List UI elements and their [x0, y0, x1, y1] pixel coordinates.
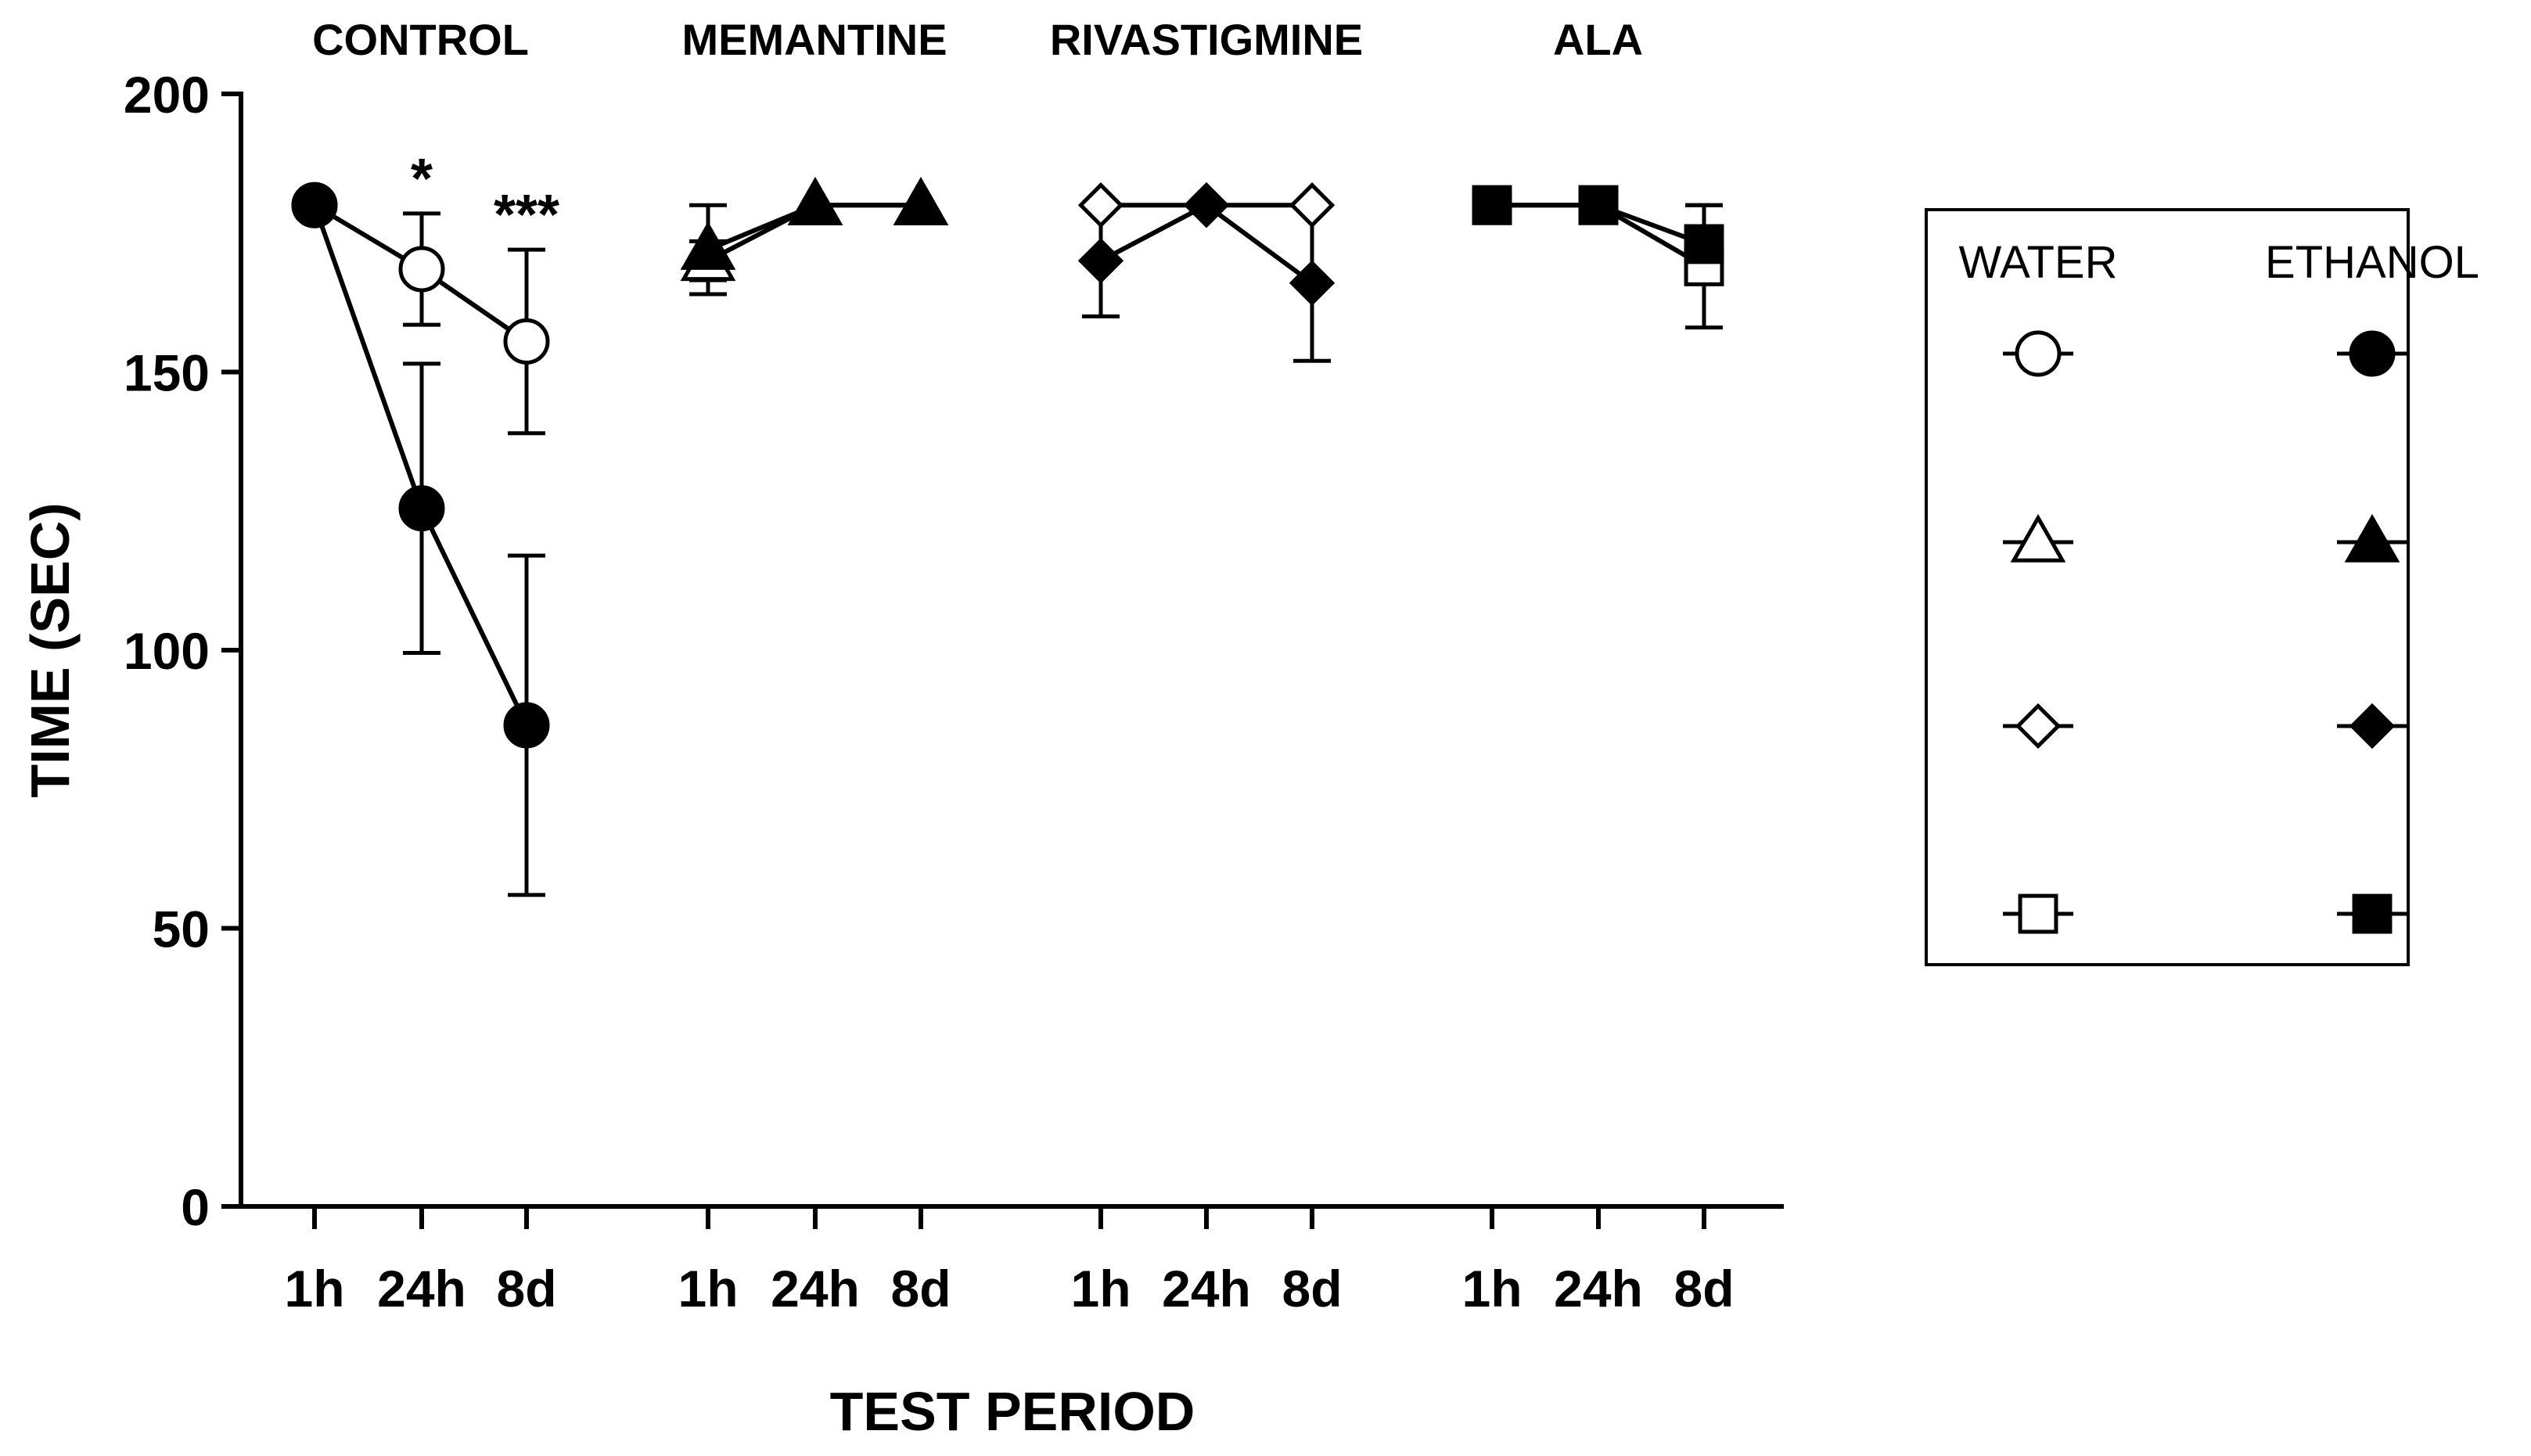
group-title: CONTROL: [312, 15, 529, 64]
group-ala: ALA 1h 24h 8d: [1461, 15, 1734, 1318]
legend-marker-circle-ethanol: [2349, 330, 2396, 377]
group-memantine: MEMANTINE 1h 24h 8d: [678, 15, 951, 1318]
legend-header-water: WATER: [1959, 237, 2118, 288]
legend-header-ethanol: ETHANOL: [2265, 237, 2479, 288]
ethanol-point: [680, 221, 736, 270]
ethanol-point: [398, 485, 445, 532]
legend-marker-square-water: [2018, 893, 2058, 934]
x-tick-label: 1h: [1070, 1260, 1131, 1318]
legend-box: [1925, 208, 2410, 966]
ethanol-point: [1684, 224, 1724, 264]
y-tick-label: 200: [124, 66, 210, 124]
water-point: [1289, 182, 1336, 228]
x-tick-label: 8d: [496, 1260, 556, 1318]
legend-marker-triangle-ethanol: [2344, 513, 2400, 563]
significance-annotation: ***: [494, 184, 559, 246]
x-axis-label: TEST PERIOD: [830, 1381, 1195, 1442]
group-rivastigmine: RIVASTIGMINE 1h 24h 8d: [1050, 15, 1363, 1318]
legend-marker-diamond-water: [2015, 703, 2062, 750]
axes: 0 50 100 150 200 TIME (SEC) TEST PERIOD: [20, 66, 1784, 1442]
group-title: ALA: [1553, 15, 1643, 64]
legend: WATER ETHANOL: [1925, 208, 2479, 966]
x-tick-label: 24h: [771, 1260, 860, 1318]
ethanol-point: [1289, 260, 1336, 306]
y-tick-label: 50: [153, 901, 210, 958]
legend-marker-square-ethanol: [2352, 893, 2393, 934]
x-tick-label: 24h: [1554, 1260, 1643, 1318]
ethanol-point: [1472, 185, 1512, 225]
y-axis-label: TIME (SEC): [20, 502, 81, 797]
group-title: RIVASTIGMINE: [1050, 15, 1363, 64]
x-tick-label: 1h: [678, 1260, 738, 1318]
x-tick-label: 8d: [1282, 1260, 1342, 1318]
ethanol-point: [503, 702, 550, 749]
water-point: [503, 318, 550, 365]
x-tick-label: 8d: [1674, 1260, 1734, 1318]
x-tick-label: 8d: [890, 1260, 951, 1318]
ethanol-point: [1077, 238, 1124, 284]
y-tick-label: 100: [124, 622, 210, 680]
ethanol-point: [291, 182, 338, 228]
ethanol-point: [1183, 182, 1230, 228]
water-point: [1077, 182, 1124, 228]
x-tick-label: 1h: [284, 1260, 344, 1318]
legend-marker-circle-water: [2015, 330, 2062, 377]
x-tick-label: 24h: [377, 1260, 466, 1318]
group-title: MEMANTINE: [681, 15, 947, 64]
y-tick-label: 150: [124, 344, 210, 402]
legend-marker-triangle-water: [2010, 513, 2066, 563]
ethanol-point: [893, 177, 949, 225]
significance-annotation: *: [411, 148, 433, 210]
y-tick-label: 0: [181, 1178, 210, 1236]
ethanol-point: [787, 177, 843, 225]
legend-marker-diamond-ethanol: [2349, 703, 2396, 750]
ethanol-point: [1578, 185, 1619, 225]
x-tick-label: 24h: [1162, 1260, 1251, 1318]
x-tick-label: 1h: [1461, 1260, 1522, 1318]
water-point: [398, 246, 445, 293]
